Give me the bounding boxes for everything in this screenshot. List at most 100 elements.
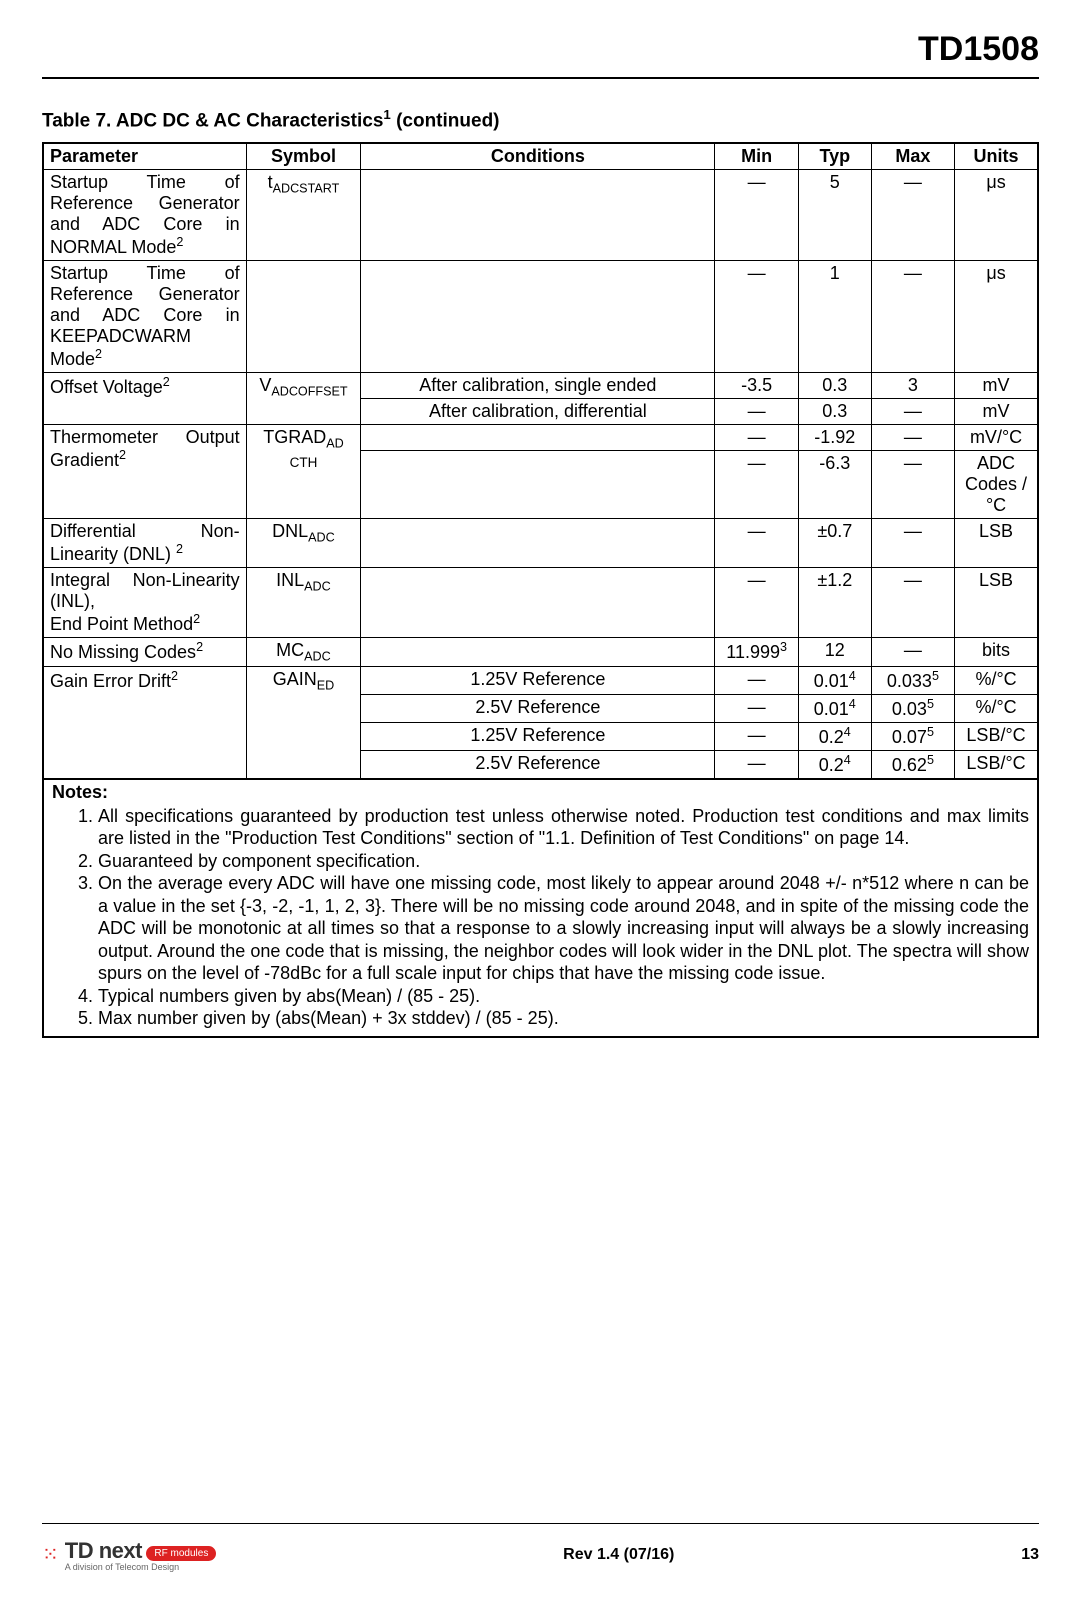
cell-parameter: Startup Time of Reference Generator and … (43, 261, 246, 373)
cell-typ: ±0.7 (798, 519, 871, 568)
cell-conditions (361, 638, 715, 667)
notes-title: Notes: (52, 782, 1029, 803)
cell-conditions: After calibration, single ended (361, 373, 715, 399)
cell-typ: 0.3 (798, 373, 871, 399)
cell-max: 0.625 (871, 750, 954, 779)
cell-units: LSB (955, 568, 1038, 638)
cell-min: — (715, 170, 798, 261)
cell-typ: -6.3 (798, 451, 871, 519)
cell-symbol: MCADC (246, 638, 361, 667)
cell-units: mV (955, 373, 1038, 399)
footer-revision: Rev 1.4 (07/16) (216, 1546, 1021, 1564)
page-footer: ⁙ TD next RF modules A division of Telec… (42, 1515, 1039, 1572)
cell-min: — (715, 399, 798, 425)
table-title-prefix: Table 7. ADC DC & AC Characteristics (42, 110, 383, 131)
cell-max: 3 (871, 373, 954, 399)
logo-main-text: TD next (65, 1538, 142, 1563)
cell-min: — (715, 261, 798, 373)
cell-symbol: INLADC (246, 568, 361, 638)
th-conditions: Conditions (361, 143, 715, 170)
cell-max: 0.0335 (871, 666, 954, 694)
th-symbol: Symbol (246, 143, 361, 170)
notes-list: All specifications guaranteed by product… (52, 805, 1029, 1030)
cell-min: -3.5 (715, 373, 798, 399)
cell-units: LSB/°C (955, 750, 1038, 779)
cell-units: %/°C (955, 694, 1038, 722)
cell-parameter: Gain Error Drift2 (43, 666, 246, 779)
cell-units: LSB (955, 519, 1038, 568)
cell-max: 0.035 (871, 694, 954, 722)
cell-symbol: VADCOFFSET (246, 373, 361, 425)
table-header-row: Parameter Symbol Conditions Min Typ Max … (43, 143, 1038, 170)
cell-symbol (246, 261, 361, 373)
cell-typ: 0.24 (798, 722, 871, 750)
cell-typ: 0.3 (798, 399, 871, 425)
cell-typ: 5 (798, 170, 871, 261)
cell-min: — (715, 568, 798, 638)
cell-parameter: Differential Non-Linearity (DNL) 2 (43, 519, 246, 568)
cell-units: LSB/°C (955, 722, 1038, 750)
cell-max: — (871, 519, 954, 568)
cell-min: — (715, 666, 798, 694)
cell-conditions (361, 425, 715, 451)
cell-units: mV/°C (955, 425, 1038, 451)
cell-conditions: 2.5V Reference (361, 750, 715, 779)
product-code: TD1508 (42, 30, 1039, 77)
table-row: Integral Non-Linearity (INL),End Point M… (43, 568, 1038, 638)
cell-units: bits (955, 638, 1038, 667)
note-item: Max number given by (abs(Mean) + 3x stdd… (98, 1007, 1029, 1030)
cell-typ: 0.014 (798, 694, 871, 722)
table-row: No Missing Codes2MCADC11.999312—bits (43, 638, 1038, 667)
cell-units: ADC Codes / °C (955, 451, 1038, 519)
cell-parameter: No Missing Codes2 (43, 638, 246, 667)
cell-typ: 0.014 (798, 666, 871, 694)
note-item: On the average every ADC will have one m… (98, 872, 1029, 985)
notes-section: Notes: All specifications guaranteed by … (42, 780, 1039, 1038)
table-title-sup: 1 (383, 107, 390, 122)
cell-conditions (361, 170, 715, 261)
th-parameter: Parameter (43, 143, 246, 170)
cell-parameter: Integral Non-Linearity (INL),End Point M… (43, 568, 246, 638)
cell-conditions: 1.25V Reference (361, 666, 715, 694)
th-min: Min (715, 143, 798, 170)
table-row: Startup Time of Reference Generator and … (43, 261, 1038, 373)
cell-min: — (715, 519, 798, 568)
logo-subtext: A division of Telecom Design (65, 1562, 217, 1572)
cell-max: — (871, 170, 954, 261)
footer-logo: ⁙ TD next RF modules A division of Telec… (42, 1538, 216, 1572)
cell-min: 11.9993 (715, 638, 798, 667)
cell-units: μs (955, 261, 1038, 373)
cell-max: — (871, 261, 954, 373)
cell-units: %/°C (955, 666, 1038, 694)
th-typ: Typ (798, 143, 871, 170)
footer-page-number: 13 (1021, 1546, 1039, 1564)
table-row: Differential Non-Linearity (DNL) 2DNLADC… (43, 519, 1038, 568)
spec-table: Parameter Symbol Conditions Min Typ Max … (42, 142, 1039, 780)
cell-min: — (715, 425, 798, 451)
table-title: Table 7. ADC DC & AC Characteristics1 (c… (42, 107, 1039, 132)
cell-typ: -1.92 (798, 425, 871, 451)
table-row: Thermometer Output Gradient2TGRADADCTH—-… (43, 425, 1038, 451)
cell-typ: 1 (798, 261, 871, 373)
header-divider (42, 77, 1039, 79)
table-row: Startup Time of Reference Generator and … (43, 170, 1038, 261)
cell-max: — (871, 568, 954, 638)
cell-conditions (361, 451, 715, 519)
cell-conditions (361, 519, 715, 568)
cell-max: — (871, 399, 954, 425)
cell-max: — (871, 451, 954, 519)
cell-min: — (715, 694, 798, 722)
cell-parameter: Thermometer Output Gradient2 (43, 425, 246, 519)
cell-conditions (361, 568, 715, 638)
footer-divider (42, 1523, 1039, 1524)
table-title-suffix: (continued) (391, 110, 500, 131)
cell-max: — (871, 425, 954, 451)
th-units: Units (955, 143, 1038, 170)
cell-units: mV (955, 399, 1038, 425)
cell-conditions: 2.5V Reference (361, 694, 715, 722)
table-row: Gain Error Drift2GAINED1.25V Reference—0… (43, 666, 1038, 694)
cell-max: 0.075 (871, 722, 954, 750)
cell-max: — (871, 638, 954, 667)
cell-parameter: Offset Voltage2 (43, 373, 246, 425)
cell-symbol: DNLADC (246, 519, 361, 568)
